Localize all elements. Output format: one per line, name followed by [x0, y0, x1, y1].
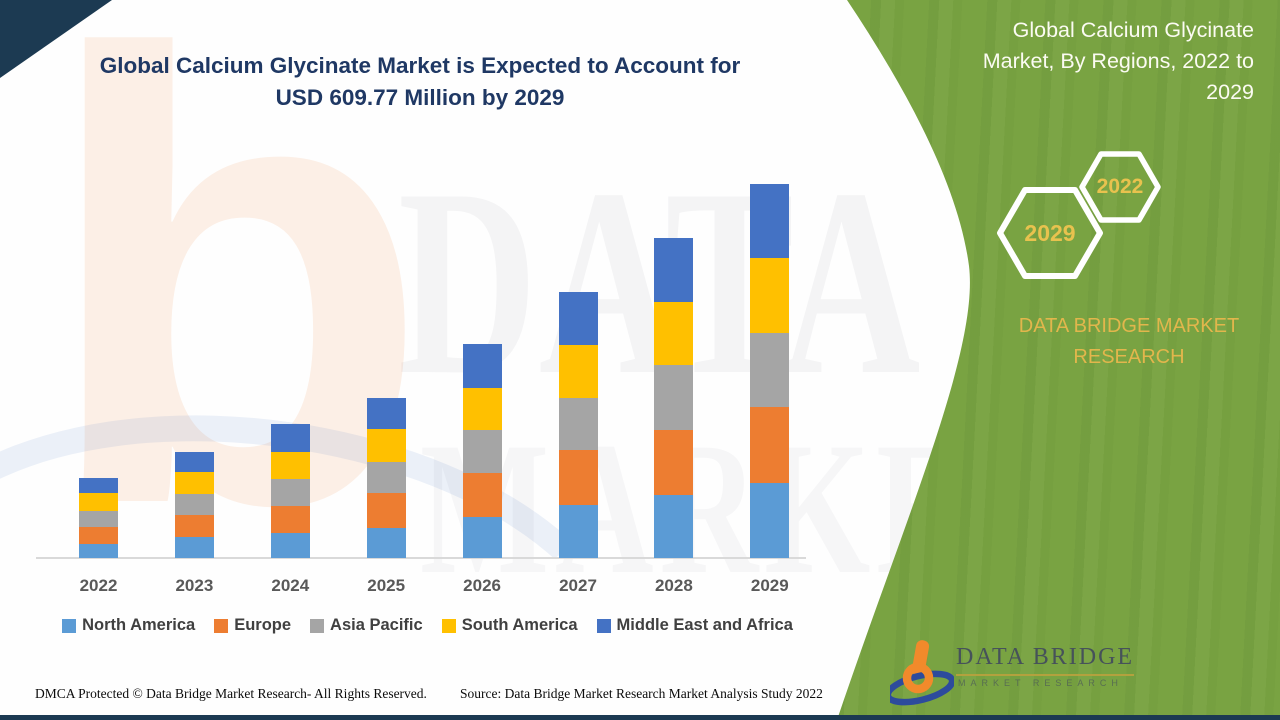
x-axis-label-2025: 2025 — [367, 576, 406, 595]
dmca-notice: DMCA Protected © Data Bridge Market Rese… — [35, 686, 427, 701]
segment-europe-2023 — [174, 514, 214, 537]
segment-europe-2022 — [79, 526, 118, 544]
legend-swatch-asia-pacific — [310, 618, 325, 633]
legend-item-middle-east-and-africa: Middle East and Africa — [596, 616, 793, 635]
x-axis-label-2024: 2024 — [271, 576, 310, 595]
segment-south-america-2025 — [366, 429, 406, 463]
bar-2028 — [654, 238, 694, 558]
legend-item-south-america: South America — [441, 616, 578, 635]
bar-2022 — [79, 478, 118, 558]
legend-item-europe: Europe — [214, 616, 291, 635]
segment-middle-east-and-africa-2022 — [79, 478, 118, 494]
legend-label-middle-east-and-africa: Middle East and Africa — [616, 616, 793, 634]
segment-south-america-2026 — [462, 388, 502, 430]
segment-north-america-2022 — [79, 543, 118, 558]
bottom-border-line — [0, 715, 1280, 720]
segment-asia-pacific-2023 — [174, 494, 214, 515]
hexagon-year-2029: 2029 — [1024, 220, 1076, 246]
source-notice: Source: Data Bridge Market Research Mark… — [460, 686, 823, 701]
segment-europe-2029 — [750, 407, 790, 483]
segment-middle-east-and-africa-2025 — [366, 398, 406, 430]
segment-middle-east-and-africa-2024 — [270, 424, 310, 452]
legend-label-north-america: North America — [82, 616, 196, 634]
segment-south-america-2029 — [750, 257, 790, 333]
segment-north-america-2026 — [462, 516, 502, 558]
bar-2029 — [750, 183, 790, 558]
segment-south-america-2024 — [270, 451, 310, 480]
segment-asia-pacific-2022 — [79, 510, 118, 527]
segment-south-america-2023 — [174, 471, 214, 494]
segment-asia-pacific-2027 — [558, 398, 598, 450]
segment-asia-pacific-2029 — [750, 332, 790, 408]
segment-middle-east-and-africa-2026 — [462, 344, 502, 389]
hexagon-year-2022: 2022 — [1096, 175, 1144, 198]
chart-legend: North America Europe Asia Pacific South Ame… — [35, 616, 820, 635]
legend-swatch-europe — [214, 618, 229, 633]
x-axis-label-2023: 2023 — [175, 576, 214, 595]
legend-swatch-north-america — [62, 618, 77, 633]
x-axis-line — [36, 557, 806, 559]
legend-swatch-south-america — [441, 618, 456, 633]
databridge-logo-icon — [890, 640, 954, 706]
segment-asia-pacific-2024 — [270, 479, 310, 506]
x-axis-label-2029: 2029 — [750, 576, 789, 595]
segment-middle-east-and-africa-2023 — [174, 451, 214, 472]
bar-2024 — [270, 424, 310, 558]
databridge-logo: DATA BRIDGE MARKET RESEARCH — [890, 634, 1135, 710]
segment-north-america-2027 — [558, 504, 598, 558]
brand-name-text: DATA BRIDGE MARKET RESEARCH — [1018, 315, 1240, 368]
side-panel-title: Global Calcium Glycinate Market, By Regi… — [982, 18, 1254, 104]
bar-2027 — [558, 291, 598, 558]
segment-europe-2024 — [270, 505, 310, 534]
segment-south-america-2028 — [654, 301, 694, 365]
segment-north-america-2025 — [366, 527, 406, 558]
chart-headline: Global Calcium Glycinate Market is Expec… — [99, 53, 741, 110]
segment-asia-pacific-2025 — [366, 462, 406, 494]
legend-label-europe: Europe — [234, 616, 292, 634]
legend-label-south-america: South America — [461, 616, 578, 634]
x-axis-label-2022: 2022 — [79, 576, 118, 595]
legend-swatch-middle-east-and-africa — [596, 618, 611, 633]
segment-south-america-2022 — [79, 493, 118, 511]
legend-item-asia-pacific: Asia Pacific — [310, 616, 423, 635]
logo-subtext: MARKET RESEARCH — [958, 678, 1123, 688]
segment-north-america-2023 — [174, 536, 214, 558]
segment-middle-east-and-africa-2027 — [558, 291, 598, 345]
segment-south-america-2027 — [558, 344, 598, 399]
legend-label-asia-pacific: Asia Pacific — [330, 616, 423, 634]
segment-europe-2028 — [654, 429, 694, 495]
bar-2023 — [174, 451, 214, 558]
segment-north-america-2024 — [270, 533, 310, 558]
segment-europe-2027 — [558, 449, 598, 505]
segment-europe-2026 — [462, 473, 502, 517]
bar-2026 — [462, 344, 502, 558]
x-axis-label-2027: 2027 — [559, 576, 597, 595]
segment-north-america-2028 — [654, 494, 694, 558]
segment-middle-east-and-africa-2028 — [654, 238, 694, 302]
segment-europe-2025 — [366, 493, 406, 528]
x-axis-label-2026: 2026 — [463, 576, 501, 595]
x-axis-label-2028: 2028 — [654, 576, 693, 595]
segment-north-america-2029 — [750, 482, 790, 558]
segment-asia-pacific-2028 — [654, 364, 694, 430]
segment-middle-east-and-africa-2029 — [750, 183, 790, 258]
bar-2025 — [366, 398, 406, 558]
legend-item-north-america: North America — [62, 616, 195, 635]
segment-asia-pacific-2026 — [462, 429, 502, 474]
logo-wordmark: DATA BRIDGE — [956, 644, 1135, 676]
